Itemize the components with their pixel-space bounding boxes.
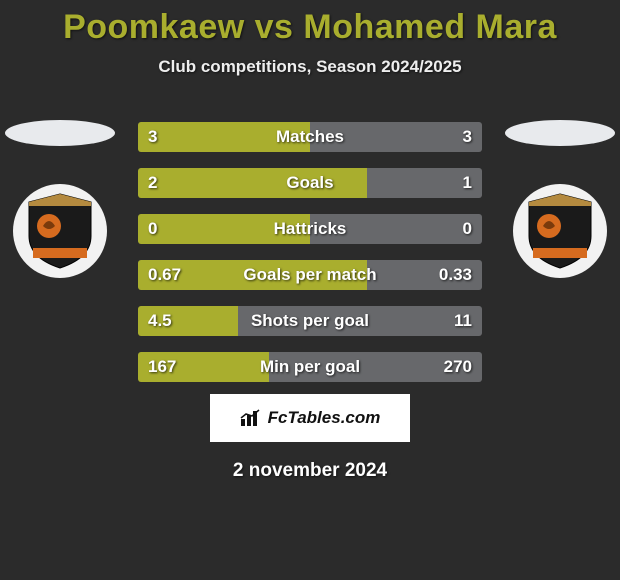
shield-icon bbox=[25, 192, 95, 270]
player-left-area bbox=[0, 120, 120, 278]
stat-value-left: 0 bbox=[138, 214, 167, 244]
stat-row: Shots per goal4.5 11 bbox=[138, 306, 482, 336]
comparison-bars: Matches33Goals21Hattricks00Goals per mat… bbox=[138, 122, 482, 398]
shield-icon bbox=[525, 192, 595, 270]
player-right-area bbox=[500, 120, 620, 278]
stat-label: Shots per goal bbox=[138, 306, 482, 336]
footer: FcTables.com 2 november 2024 bbox=[0, 394, 620, 482]
stat-row: Matches3 3 bbox=[138, 122, 482, 152]
stat-value-right: 0 bbox=[453, 214, 482, 244]
stat-label: Hattricks bbox=[138, 214, 482, 244]
stat-value-right: 3 bbox=[453, 122, 482, 152]
stat-value-right: 270 bbox=[434, 352, 482, 382]
brand-box: FcTables.com bbox=[210, 394, 410, 442]
stat-value-left: 4.5 bbox=[138, 306, 182, 336]
stat-row: Hattricks0 0 bbox=[138, 214, 482, 244]
stat-value-right: 11 bbox=[444, 306, 482, 336]
stat-value-left: 3 bbox=[138, 122, 167, 152]
chart-icon bbox=[240, 409, 262, 427]
player-right-photo-placeholder bbox=[505, 120, 615, 146]
stat-row: Goals2 1 bbox=[138, 168, 482, 198]
stat-value-right: 0.33 bbox=[429, 260, 482, 290]
stat-row: Goals per match0.670.33 bbox=[138, 260, 482, 290]
player-left-club-badge bbox=[13, 184, 107, 278]
brand-text: FcTables.com bbox=[268, 408, 381, 428]
player-right-club-badge bbox=[513, 184, 607, 278]
stat-label: Min per goal bbox=[138, 352, 482, 382]
stat-label: Matches bbox=[138, 122, 482, 152]
page-title: Poomkaew vs Mohamed Mara bbox=[0, 0, 620, 47]
stat-value-left: 167 bbox=[138, 352, 186, 382]
stat-label: Goals bbox=[138, 168, 482, 198]
stat-row: Min per goal167 270 bbox=[138, 352, 482, 382]
stat-value-left: 0.67 bbox=[138, 260, 191, 290]
player-left-photo-placeholder bbox=[5, 120, 115, 146]
date-text: 2 november 2024 bbox=[0, 460, 620, 482]
subtitle: Club competitions, Season 2024/2025 bbox=[0, 57, 620, 77]
stat-value-right: 1 bbox=[453, 168, 482, 198]
stat-value-left: 2 bbox=[138, 168, 167, 198]
